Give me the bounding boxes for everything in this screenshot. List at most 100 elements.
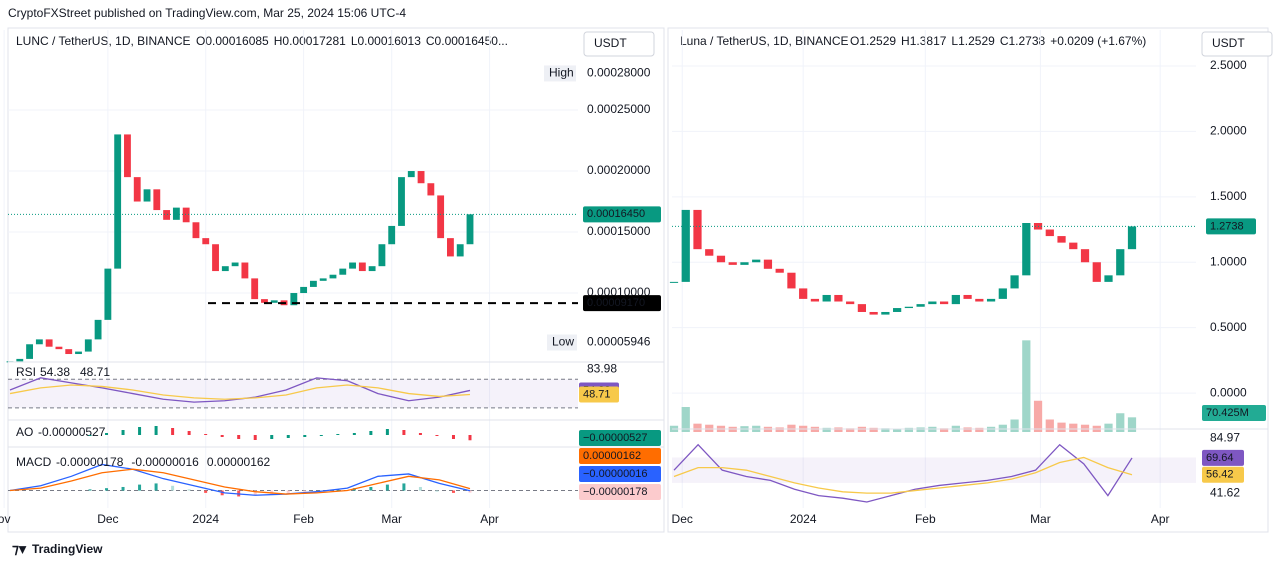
volume-bar	[869, 427, 878, 432]
volume-bar	[787, 424, 796, 432]
ao-bar	[336, 434, 340, 435]
x-tick-label: Mar	[381, 512, 402, 526]
ohlc-value: H0.00017281	[274, 34, 346, 48]
volume-bar	[834, 427, 843, 432]
ohlc-value: O0.00016085	[196, 34, 269, 48]
volume-bar	[975, 427, 984, 432]
x-tick-label: Feb	[915, 512, 936, 526]
candle	[309, 280, 317, 287]
price-box-label: −0.00000178	[583, 486, 648, 498]
candle	[834, 294, 843, 302]
y-tick-label: 0.5000	[1210, 320, 1247, 334]
ao-name: AO	[16, 425, 33, 439]
candle	[231, 262, 239, 267]
x-tick-label: Dec	[672, 512, 693, 526]
volume-bar	[1127, 417, 1137, 432]
right-frame	[667, 27, 1269, 533]
candle	[143, 189, 151, 202]
currency-button[interactable]	[583, 31, 655, 57]
volume-bar	[998, 424, 1007, 432]
volume-bar	[705, 424, 714, 432]
volume-bar	[846, 428, 855, 432]
x-tick-label: Dec	[97, 512, 118, 526]
price-box	[1206, 218, 1256, 235]
volume-bar	[1116, 413, 1125, 432]
ao-bar	[253, 435, 257, 440]
price-box	[579, 448, 661, 464]
left-frame	[7, 27, 665, 533]
ao-bar	[121, 430, 125, 435]
candle	[26, 344, 33, 359]
candle	[45, 339, 53, 347]
price-box-label: 69.64	[1206, 452, 1234, 464]
candle	[986, 298, 996, 302]
x-tick-label: Apr	[480, 512, 499, 526]
ao-bar	[385, 429, 389, 435]
volume-bar	[963, 427, 972, 432]
price-box	[1202, 466, 1244, 483]
ao-bar	[286, 435, 290, 438]
candle	[822, 294, 831, 302]
rsi-line	[9, 384, 471, 400]
volume-bar	[1080, 424, 1090, 432]
ohlc-value: L0.00016013	[351, 34, 421, 48]
rsi-line	[673, 456, 1133, 494]
macd-name: MACD	[16, 455, 52, 469]
macd-histogram-bar	[336, 489, 340, 491]
volume-bar	[893, 428, 902, 432]
candle	[16, 358, 24, 362]
candle	[251, 278, 259, 300]
candle	[35, 339, 43, 345]
volume-bar	[681, 407, 690, 432]
candle	[153, 189, 161, 211]
candle	[810, 298, 820, 302]
candle	[881, 311, 890, 315]
candle	[407, 171, 415, 178]
candle	[869, 311, 878, 315]
ao-bar	[270, 435, 274, 439]
candle	[368, 266, 376, 272]
candle	[740, 262, 749, 265]
volume-bar	[1069, 423, 1078, 432]
candle	[1022, 222, 1031, 276]
x-tick-label: ov	[0, 512, 10, 526]
y-tick-label: 1.5000	[1210, 189, 1247, 203]
candle	[763, 259, 773, 269]
candle	[261, 299, 268, 303]
macd-legend-value: -0.00000178	[56, 455, 124, 469]
candle	[752, 259, 761, 263]
candle	[437, 195, 445, 239]
ao-bar	[154, 426, 158, 435]
currency-button[interactable]	[1201, 31, 1273, 57]
rsi-legend-value: 54.38	[40, 365, 70, 379]
volume-bar	[916, 427, 925, 432]
ao-bar	[319, 435, 323, 436]
low-name: Low	[552, 335, 574, 349]
candle	[202, 238, 210, 245]
candle	[716, 255, 726, 263]
candle	[916, 304, 925, 307]
ohlc-value: C1.2738	[1000, 34, 1046, 48]
macd-histogram-bar	[171, 485, 175, 491]
x-tick-label: Apr	[1151, 512, 1170, 526]
price-box-label: 0.00016450	[587, 208, 645, 220]
candle	[951, 294, 960, 305]
rsi-tick: 41.62	[1210, 486, 1240, 500]
price-box	[1202, 405, 1266, 421]
candle	[1057, 236, 1066, 243]
y-tick-label: 0.00015000	[587, 224, 651, 238]
candle	[998, 288, 1007, 299]
volume-bar	[822, 427, 831, 432]
price-box	[579, 466, 661, 482]
candle	[388, 225, 396, 245]
y-tick-label: 2.0000	[1210, 124, 1247, 138]
price-box	[579, 386, 619, 403]
candle	[705, 249, 714, 256]
ao-bar	[435, 435, 439, 436]
macd-legend-value: -0.00000016	[131, 455, 199, 469]
y-tick-label: 0.0000	[1210, 385, 1247, 399]
candle	[928, 301, 937, 305]
ao-bar	[171, 428, 175, 435]
volume-bar	[693, 423, 702, 432]
